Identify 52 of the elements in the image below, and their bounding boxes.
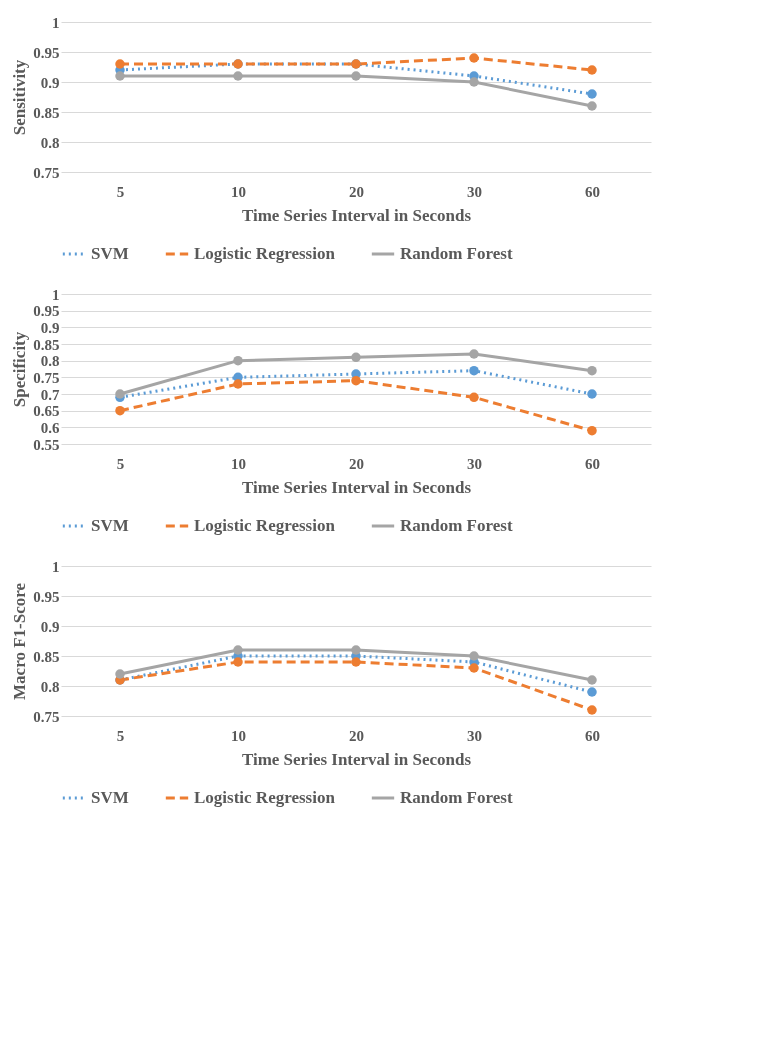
- legend-label: SVM: [91, 244, 129, 263]
- y-tick-label: 0.65: [33, 403, 60, 420]
- x-axis-title: Time Series Interval in Seconds: [241, 205, 472, 225]
- x-tick-label: 20: [349, 455, 364, 472]
- y-tick-label: 0.55: [33, 436, 60, 453]
- x-tick-label: 60: [585, 183, 600, 200]
- legend-label: Logistic Regression: [194, 516, 336, 535]
- y-tick-label: 0.9: [40, 74, 60, 91]
- y-tick-label: 1: [52, 286, 60, 303]
- y-tick-label: 1: [52, 558, 60, 575]
- y-tick-label: 0.8: [40, 353, 60, 370]
- legend-label: Logistic Regression: [194, 788, 336, 807]
- x-tick-label: 10: [231, 455, 246, 472]
- y-tick-label: 0.85: [33, 336, 60, 353]
- x-tick-label: 5: [116, 183, 125, 200]
- y-tick-label: 0.95: [33, 303, 60, 320]
- legend-label: SVM: [91, 516, 129, 535]
- y-tick-label: 0.9: [40, 618, 60, 635]
- y-tick-label: 0.9: [40, 319, 60, 336]
- y-tick-label: 0.85: [33, 648, 60, 665]
- y-tick-label: 1: [52, 14, 60, 31]
- y-tick-label: 0.75: [33, 708, 60, 725]
- y-tick-label: 0.75: [33, 369, 60, 386]
- legend-label: Random Forest: [400, 516, 513, 535]
- x-tick-label: 60: [585, 727, 600, 744]
- y-tick-label: 0.8: [40, 134, 60, 151]
- y-axis-title: Sensitivity: [10, 59, 30, 136]
- y-axis-title: Macro F1-Score: [10, 582, 30, 700]
- y-tick-label: 0.85: [33, 104, 60, 121]
- legend-label: Random Forest: [400, 788, 513, 807]
- x-tick-label: 20: [349, 727, 364, 744]
- x-tick-label: 20: [349, 183, 364, 200]
- x-tick-label: 5: [116, 727, 125, 744]
- x-axis-title: Time Series Interval in Seconds: [241, 749, 472, 769]
- x-tick-label: 30: [467, 183, 482, 200]
- x-tick-label: 10: [231, 183, 246, 200]
- y-tick-label: 0.7: [40, 386, 60, 403]
- legend-label: Logistic Regression: [194, 244, 336, 263]
- y-tick-label: 0.6: [40, 419, 60, 436]
- x-tick-label: 60: [585, 455, 600, 472]
- x-tick-label: 30: [467, 455, 482, 472]
- x-tick-label: 5: [116, 455, 125, 472]
- x-axis-title: Time Series Interval in Seconds: [241, 477, 472, 497]
- legend-label: Random Forest: [400, 244, 513, 263]
- x-tick-label: 10: [231, 727, 246, 744]
- y-axis-title: Specificity: [10, 331, 30, 408]
- y-tick-label: 0.95: [33, 44, 60, 61]
- y-tick-label: 0.8: [40, 678, 60, 695]
- y-tick-label: 0.75: [33, 164, 60, 181]
- legend-label: SVM: [91, 788, 129, 807]
- x-tick-label: 30: [467, 727, 482, 744]
- y-tick-label: 0.95: [33, 588, 60, 605]
